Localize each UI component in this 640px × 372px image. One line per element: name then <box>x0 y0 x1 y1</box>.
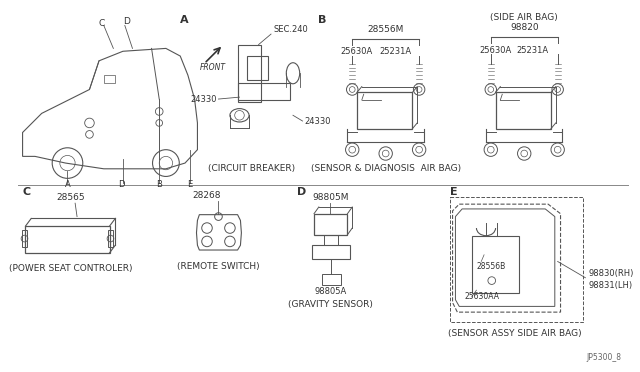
Text: (POWER SEAT CONTROLER): (POWER SEAT CONTROLER) <box>8 264 132 273</box>
Text: 28556B: 28556B <box>476 262 506 271</box>
Text: 25231A: 25231A <box>516 46 548 55</box>
Text: C: C <box>22 187 31 197</box>
Bar <box>312 245 350 259</box>
Text: A: A <box>180 15 189 25</box>
Bar <box>237 83 290 100</box>
Text: (SENSOR ASSY SIDE AIR BAG): (SENSOR ASSY SIDE AIR BAG) <box>448 328 582 338</box>
Bar <box>495 92 551 129</box>
Bar <box>108 230 113 247</box>
Bar <box>247 56 268 80</box>
Text: (CIRCUIT BREAKER): (CIRCUIT BREAKER) <box>209 164 296 173</box>
Text: 98805A: 98805A <box>314 286 346 296</box>
Text: D: D <box>297 187 306 197</box>
Bar <box>237 45 262 102</box>
Text: (REMOTE SWITCH): (REMOTE SWITCH) <box>177 262 260 271</box>
Text: 24330: 24330 <box>305 116 331 125</box>
Bar <box>104 75 115 83</box>
Bar <box>450 198 584 322</box>
Bar <box>22 230 28 247</box>
Text: (GRAVITY SENSOR): (GRAVITY SENSOR) <box>288 300 372 309</box>
Text: 98830(RH): 98830(RH) <box>588 269 634 278</box>
Text: A: A <box>65 180 70 189</box>
Text: 98831(LH): 98831(LH) <box>588 281 632 290</box>
Bar <box>322 274 340 285</box>
Text: (SIDE AIR BAG): (SIDE AIR BAG) <box>490 13 558 22</box>
Text: SEC.240: SEC.240 <box>274 25 308 34</box>
Text: C: C <box>99 19 105 28</box>
Bar <box>314 214 348 235</box>
Text: 28268: 28268 <box>193 191 221 200</box>
Text: 98805M: 98805M <box>312 193 349 202</box>
Text: B: B <box>156 180 162 189</box>
Bar <box>357 92 412 129</box>
Text: FRONT: FRONT <box>199 63 225 72</box>
Text: (SENSOR & DIAGNOSIS  AIR BAG): (SENSOR & DIAGNOSIS AIR BAG) <box>310 164 461 173</box>
Bar <box>472 236 520 293</box>
Text: 25630AA: 25630AA <box>465 292 500 301</box>
Text: D: D <box>124 17 130 26</box>
Text: 28556M: 28556M <box>367 25 404 34</box>
Text: 25231A: 25231A <box>380 47 412 56</box>
Text: 25630A: 25630A <box>340 47 373 56</box>
Text: D: D <box>118 180 124 189</box>
Text: 24330: 24330 <box>190 94 216 103</box>
Text: 28565: 28565 <box>56 193 84 202</box>
Text: E: E <box>187 180 193 189</box>
Text: 98820: 98820 <box>510 23 538 32</box>
Text: JP5300_8: JP5300_8 <box>587 353 621 362</box>
Bar <box>26 226 109 253</box>
Text: B: B <box>318 15 326 25</box>
Text: 25630A: 25630A <box>479 46 511 55</box>
Text: E: E <box>450 187 458 197</box>
